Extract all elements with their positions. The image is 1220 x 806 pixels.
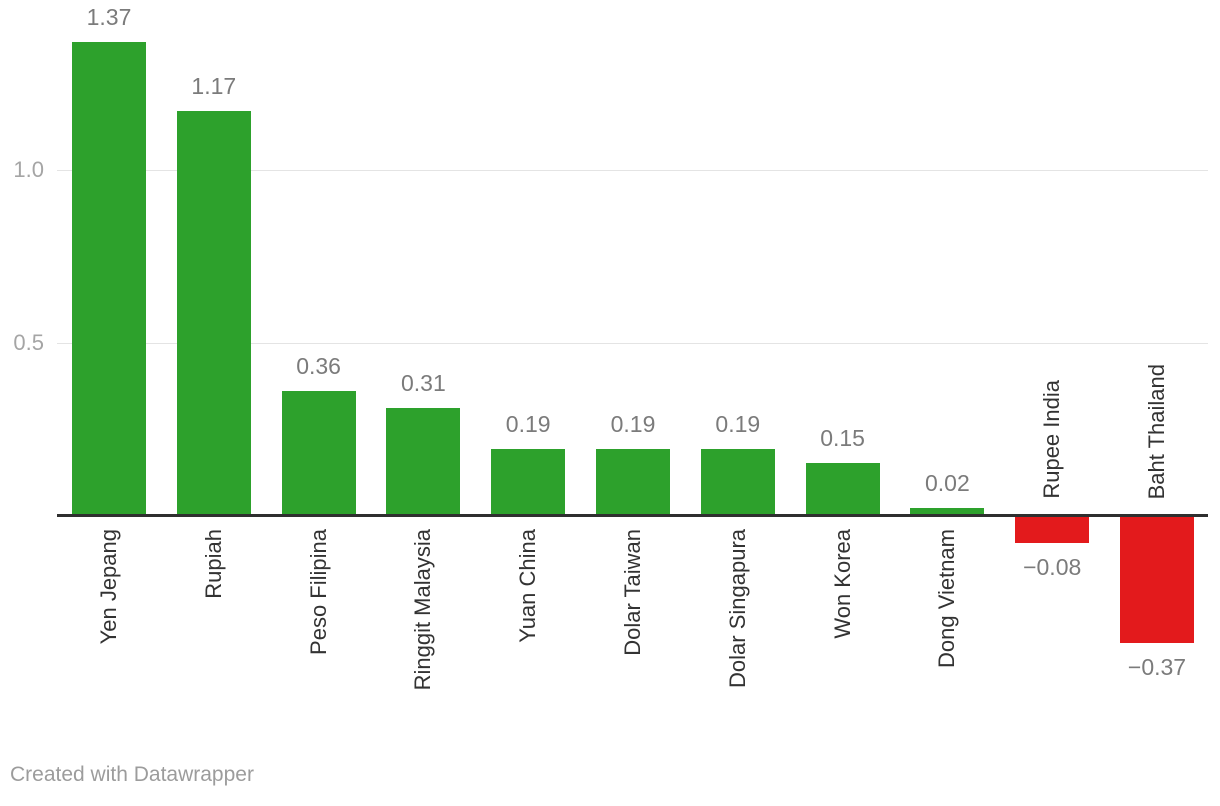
x-axis-baseline (57, 513, 1208, 517)
category-label-yen-jepang: Yen Jepang (96, 529, 121, 645)
y-tick-label: 1.0 (13, 157, 44, 182)
bar-rupee-india[interactable] (1015, 515, 1090, 543)
datawrapper-credit-link[interactable]: Created with Datawrapper (10, 763, 254, 786)
value-label-dolar-taiwan: 0.19 (610, 411, 656, 438)
value-label-won-korea: 0.15 (820, 425, 865, 452)
bar-yuan-china[interactable] (491, 449, 566, 515)
value-label-dong-vietnam: 0.02 (925, 470, 970, 497)
bar-dolar-singapura[interactable] (700, 449, 775, 515)
value-label-rupiah: 1.17 (191, 73, 237, 100)
category-label-won-korea: Won Korea (829, 529, 855, 639)
value-label-rupee-india: −0.08 (1023, 553, 1082, 580)
category-label-baht-thailand: Baht Thailand (1144, 363, 1169, 499)
bar-ringgit-malaysia[interactable] (386, 408, 461, 515)
bar-won-korea[interactable] (805, 463, 880, 515)
gridline-y-1.0 (57, 170, 1208, 171)
bar-baht-thailand[interactable] (1120, 515, 1194, 643)
category-label-rupiah: Rupiah (200, 529, 226, 599)
value-label-yen-jepang: 1.37 (86, 4, 132, 31)
category-label-dong-vietnam: Dong Vietnam (934, 529, 960, 669)
bar-dolar-taiwan[interactable] (596, 449, 670, 515)
category-label-dolar-taiwan: Dolar Taiwan (620, 529, 645, 656)
category-label-dolar-singapura: Dolar Singapura (724, 529, 750, 688)
gridline-y-0.5 (57, 342, 1208, 344)
value-label-yuan-china: 0.19 (505, 411, 551, 438)
y-tick-label: 0.5 (13, 329, 44, 355)
bar-yen-jepang[interactable] (72, 42, 146, 515)
category-label-peso-filipina: Peso Filipina (305, 529, 331, 655)
category-label-yuan-china: Yuan China (515, 529, 541, 643)
value-label-baht-thailand: −0.37 (1127, 653, 1187, 680)
value-label-peso-filipina: 0.36 (296, 352, 341, 379)
category-label-rupee-india: Rupee India (1039, 380, 1065, 499)
bar-dong-vietnam[interactable] (910, 508, 985, 515)
category-label-ringgit-malaysia: Ringgit Malaysia (410, 529, 436, 691)
value-label-dolar-singapura: 0.19 (715, 411, 761, 438)
bar-peso-filipina[interactable] (281, 390, 356, 515)
bar-rupiah[interactable] (176, 111, 251, 515)
value-label-ringgit-malaysia: 0.31 (401, 370, 446, 397)
